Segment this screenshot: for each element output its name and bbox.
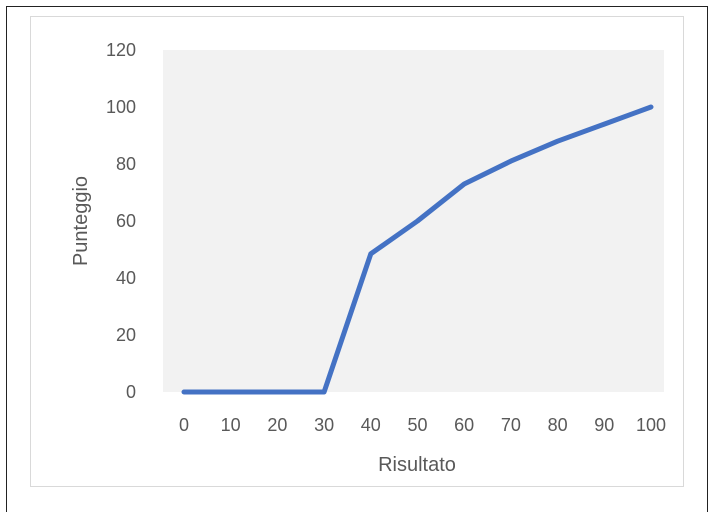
x-tick-label: 0 bbox=[179, 415, 189, 435]
x-axis-title: Risultato bbox=[378, 454, 456, 476]
y-axis-title: Punteggio bbox=[70, 176, 92, 266]
y-tick-label: 80 bbox=[116, 154, 136, 174]
y-tick-label: 40 bbox=[116, 268, 136, 288]
x-tick-label: 40 bbox=[361, 415, 381, 435]
x-tick-label: 50 bbox=[407, 415, 427, 435]
x-tick-label: 80 bbox=[548, 415, 568, 435]
y-tick-label: 60 bbox=[116, 211, 136, 231]
x-tick-label: 20 bbox=[267, 415, 287, 435]
y-axis-ticks: 0 20 40 60 80 100 120 bbox=[106, 40, 136, 402]
y-tick-label: 120 bbox=[106, 40, 136, 60]
x-tick-label: 90 bbox=[594, 415, 614, 435]
x-tick-label: 30 bbox=[314, 415, 334, 435]
figure-frame bbox=[6, 6, 708, 512]
x-tick-label: 70 bbox=[501, 415, 521, 435]
x-axis-ticks: 0 10 20 30 40 50 60 70 80 90 100 bbox=[179, 415, 666, 435]
x-tick-label: 60 bbox=[454, 415, 474, 435]
x-tick-label: 100 bbox=[636, 415, 666, 435]
y-tick-label: 0 bbox=[126, 382, 136, 402]
y-tick-label: 20 bbox=[116, 325, 136, 345]
x-tick-label: 10 bbox=[221, 415, 241, 435]
y-tick-label: 100 bbox=[106, 97, 136, 117]
series-line bbox=[181, 104, 654, 395]
